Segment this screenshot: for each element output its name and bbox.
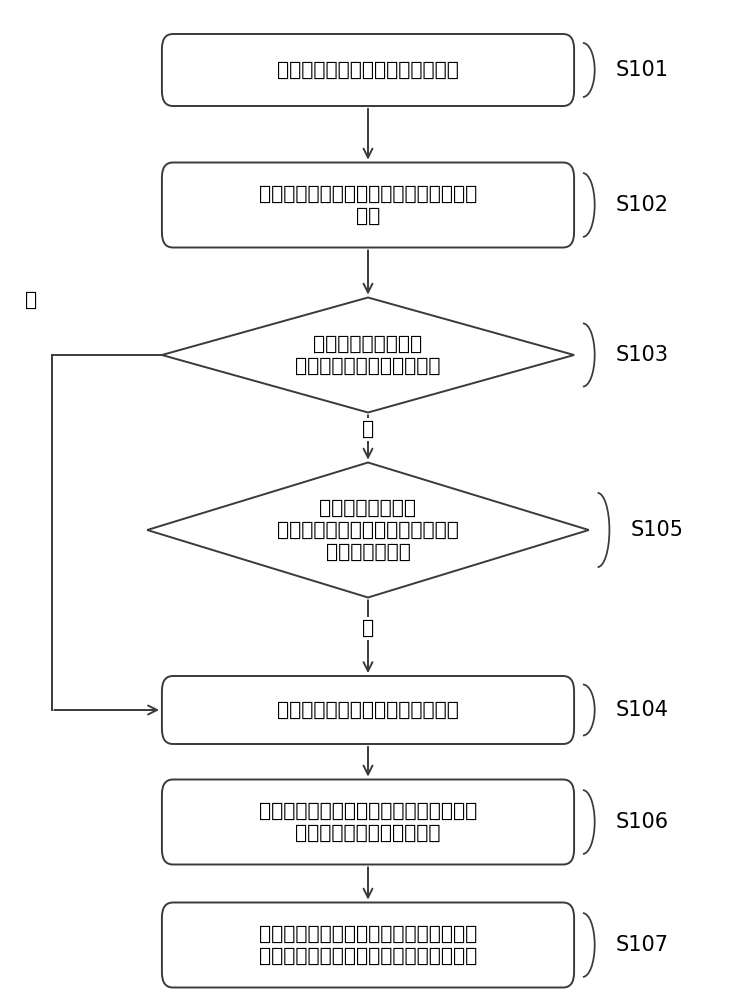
Text: 否: 否 xyxy=(362,420,374,439)
Text: 在第一客户的关系
图谱中，判断目标客户是否为第一
客户的直系亲属: 在第一客户的关系 图谱中，判断目标客户是否为第一 客户的直系亲属 xyxy=(277,498,459,562)
Text: S102: S102 xyxy=(616,195,669,215)
Text: 利用第一业务信息、第二业务信息以及第
一客户的客户信息，对待办业务进行办理: 利用第一业务信息、第二业务信息以及第 一客户的客户信息，对待办业务进行办理 xyxy=(259,924,477,966)
Text: 身份认证结果是否表
明目标客户为第一客户本人: 身份认证结果是否表 明目标客户为第一客户本人 xyxy=(295,334,441,375)
Text: S105: S105 xyxy=(631,520,684,540)
Text: 是: 是 xyxy=(25,290,37,309)
Text: S104: S104 xyxy=(616,700,669,720)
Text: 接收目标客户上传的业务办理请求: 接收目标客户上传的业务办理请求 xyxy=(277,60,459,80)
FancyBboxPatch shape xyxy=(162,902,574,988)
FancyBboxPatch shape xyxy=(162,780,574,864)
Text: S106: S106 xyxy=(616,812,669,832)
Text: 向目标客户展示第一业务信息，并接收目
标客户上传的第二业务信息: 向目标客户展示第一业务信息，并接收目 标客户上传的第二业务信息 xyxy=(259,802,477,842)
Text: 是: 是 xyxy=(362,619,374,638)
Text: 对目标客户进行身份认证，得到身份认证
结果: 对目标客户进行身份认证，得到身份认证 结果 xyxy=(259,184,477,226)
FancyBboxPatch shape xyxy=(162,34,574,106)
Text: S107: S107 xyxy=(616,935,669,955)
Text: S103: S103 xyxy=(616,345,669,365)
Text: S101: S101 xyxy=(616,60,669,80)
FancyBboxPatch shape xyxy=(162,676,574,744)
FancyBboxPatch shape xyxy=(162,162,574,247)
Polygon shape xyxy=(147,462,589,598)
Text: 在数据库中查询得到第一业务信息: 在数据库中查询得到第一业务信息 xyxy=(277,700,459,720)
Polygon shape xyxy=(162,298,574,412)
